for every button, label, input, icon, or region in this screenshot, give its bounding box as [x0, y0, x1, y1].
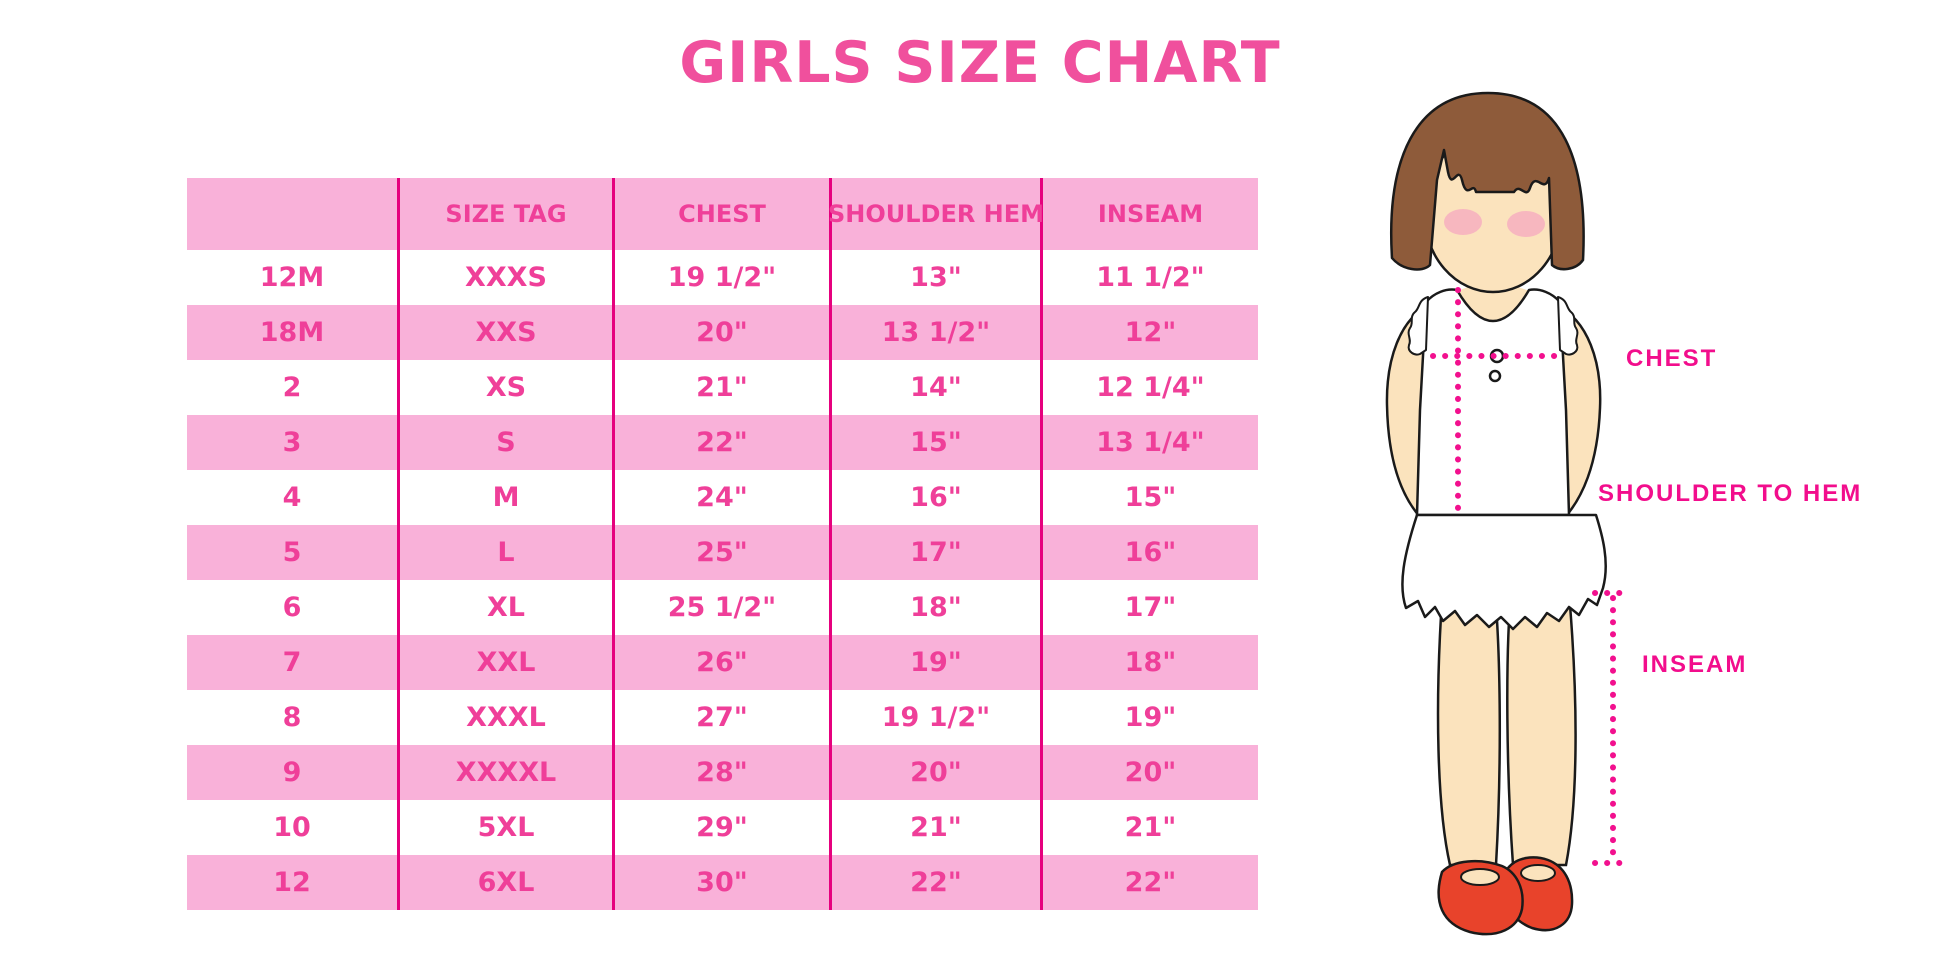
table-cell: 15" — [832, 415, 1043, 470]
table-cell: M — [400, 470, 615, 525]
table-cell: 18" — [1124, 647, 1177, 678]
table-cell: 20" — [832, 745, 1043, 800]
table-cell: 22" — [832, 855, 1043, 910]
table-cell: 2 — [187, 360, 400, 415]
right-leg — [1506, 603, 1577, 867]
skirt — [1401, 513, 1607, 631]
table-cell: 16" — [1124, 537, 1177, 568]
measurement-diagram: CHEST SHOULDER TO HEM INSEAM — [1385, 91, 1862, 936]
table-cell: 25 1/2" — [615, 580, 832, 635]
table-cell: 5XL — [400, 800, 615, 855]
table-cell: 20" — [615, 305, 832, 360]
header-cell: SIZE TAG — [400, 178, 615, 250]
right-shoulder-ruffle — [1557, 296, 1579, 356]
left-cheek-blush — [1444, 209, 1482, 235]
header-cell — [187, 178, 400, 250]
table-cell: 18" — [832, 580, 1043, 635]
header-cell: INSEAM — [1097, 200, 1204, 228]
table-row: 7 XXL 26" 19" 18" — [187, 635, 1258, 690]
top-button-2 — [1488, 369, 1502, 383]
size-table: SIZE TAG CHEST SHOULDER HEM INSEAM 12M XXXS 19… — [187, 178, 1258, 910]
left-shoe-strap-gap — [1460, 868, 1500, 886]
table-cell: L — [400, 525, 615, 580]
inseam-label: INSEAM — [1642, 651, 1747, 678]
table-cell: 3 — [187, 415, 400, 470]
table-cell: S — [400, 415, 615, 470]
left-leg — [1436, 598, 1502, 867]
header-cell: SHOULDER HEM — [828, 178, 1044, 250]
table-cell: 12M — [187, 250, 400, 305]
table-row: 12 6XL 30" 22" 22" — [187, 855, 1258, 910]
table-cell: 10 — [187, 800, 400, 855]
shoulder-to-hem-label: SHOULDER TO HEM — [1598, 480, 1862, 507]
table-cell: 12 1/4" — [1096, 372, 1205, 403]
table-row: 18M XXS 20" 13 1/2" 12" — [187, 305, 1258, 360]
table-cell: 8 — [187, 690, 400, 745]
table-cell: 12 — [187, 855, 400, 910]
table-cell: 16" — [832, 470, 1043, 525]
table-row: 6 XL 25 1/2" 18" 17" — [187, 580, 1258, 635]
girl-figure-illustration: CHEST SHOULDER TO HEM INSEAM — [1330, 60, 1946, 973]
table-cell: XL — [400, 580, 615, 635]
table-cell: 18M — [187, 305, 400, 360]
table-cell: 19 1/2" — [832, 690, 1043, 745]
table-cell: XXS — [400, 305, 615, 360]
table-cell: 19 1/2" — [615, 250, 832, 305]
table-row: 3 S 22" 15" 13 1/4" — [187, 415, 1258, 470]
table-cell: 14" — [832, 360, 1043, 415]
table-cell: 12" — [1124, 317, 1177, 348]
table-cell: 5 — [187, 525, 400, 580]
table-cell: 6XL — [400, 855, 615, 910]
left-shoulder-ruffle — [1407, 296, 1429, 356]
table-row: 8 XXXL 27" 19 1/2" 19" — [187, 690, 1258, 745]
table-cell: 25" — [615, 525, 832, 580]
table-cell: 11 1/2" — [1096, 262, 1205, 293]
header-cell: CHEST — [615, 178, 832, 250]
table-cell: XXXS — [400, 250, 615, 305]
right-shoe-strap-gap — [1520, 864, 1556, 882]
table-cell: 4 — [187, 470, 400, 525]
left-shoe — [1437, 860, 1524, 936]
table-cell: 7 — [187, 635, 400, 690]
table-cell: 6 — [187, 580, 400, 635]
table-cell: 17" — [832, 525, 1043, 580]
table-cell: 21" — [615, 360, 832, 415]
table-cell: 27" — [615, 690, 832, 745]
table-cell: 24" — [615, 470, 832, 525]
table-cell: 9 — [187, 745, 400, 800]
table-cell: 20" — [1124, 757, 1177, 788]
table-cell: 21" — [1124, 812, 1177, 843]
table-cell: 13 1/2" — [832, 305, 1043, 360]
header-row: SIZE TAG CHEST SHOULDER HEM INSEAM — [187, 178, 1258, 250]
table-cell: 22" — [615, 415, 832, 470]
table-cell: 28" — [615, 745, 832, 800]
hair — [1390, 91, 1585, 271]
right-cheek-blush — [1507, 211, 1545, 237]
table-cell: XXXL — [400, 690, 615, 745]
table-cell: XXL — [400, 635, 615, 690]
table-cell: 30" — [615, 855, 832, 910]
table-row: 10 5XL 29" 21" 21" — [187, 800, 1258, 855]
table-cell: 13 1/4" — [1096, 427, 1205, 458]
table-row: 12M XXXS 19 1/2" 13" 11 1/2" — [187, 250, 1258, 305]
top-garment — [1415, 288, 1571, 517]
table-row: 4 M 24" 16" 15" — [187, 470, 1258, 525]
table-cell: 26" — [615, 635, 832, 690]
table-cell: 22" — [1124, 867, 1177, 898]
chest-label: CHEST — [1626, 345, 1717, 372]
table-cell: 19" — [1124, 702, 1177, 733]
table-cell: 17" — [1124, 592, 1177, 623]
table-row: 2 XS 21" 14" 12 1/4" — [187, 360, 1258, 415]
table-cell: XXXXL — [400, 745, 615, 800]
table-cell: 21" — [832, 800, 1043, 855]
table-row: 5 L 25" 17" 16" — [187, 525, 1258, 580]
page-title: GIRLS SIZE CHART — [679, 30, 1281, 96]
table-cell: 19" — [832, 635, 1043, 690]
table-cell: 15" — [1124, 482, 1177, 513]
table-cell: XS — [400, 360, 615, 415]
table-cell: 13" — [832, 250, 1043, 305]
table-cell: 29" — [615, 800, 832, 855]
table-row: 9 XXXXL 28" 20" 20" — [187, 745, 1258, 800]
